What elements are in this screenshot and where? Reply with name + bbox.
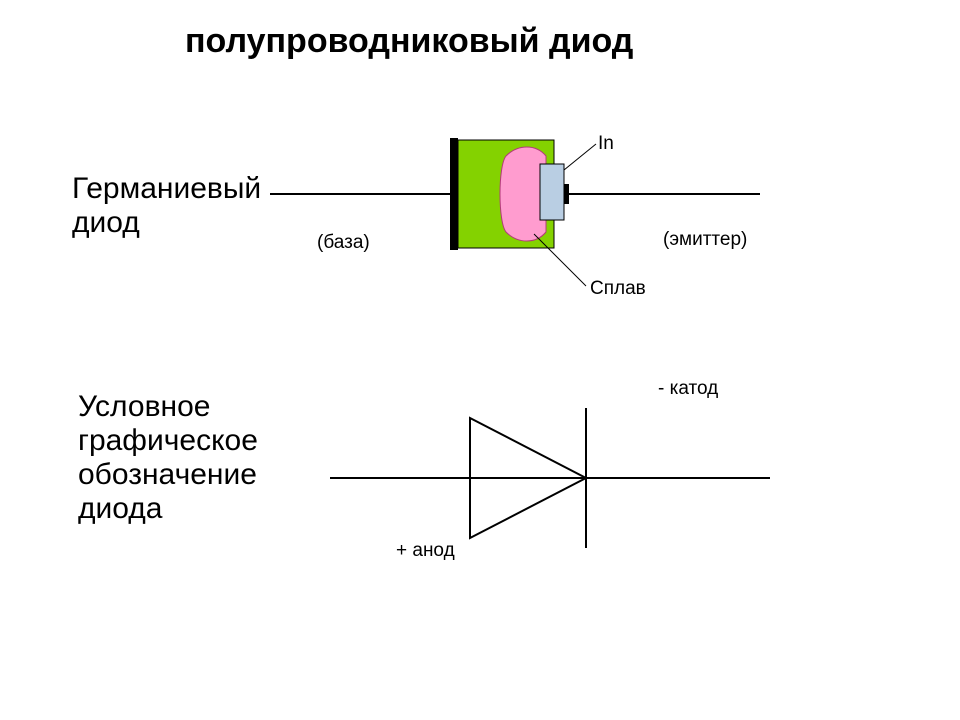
diagram-canvas: полупроводниковый диод Германиевыйдиод (… [0,0,960,720]
base-plate [450,138,458,250]
in-plate [540,164,564,220]
callout-alloy-line [534,234,586,286]
p-blob [500,147,546,241]
callout-in-line [564,144,596,170]
diode-symbol-diagram [0,300,960,660]
